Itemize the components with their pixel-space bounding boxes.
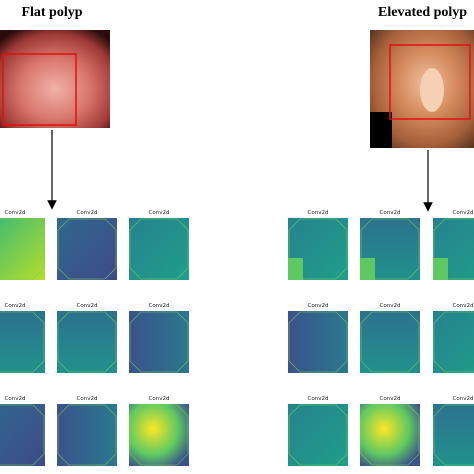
map-border xyxy=(360,311,420,373)
map-label: Conv2d xyxy=(308,303,329,309)
feature-map xyxy=(433,404,474,466)
map-border xyxy=(129,404,189,466)
map-label: Conv2d xyxy=(380,303,401,309)
map-label: Conv2d xyxy=(5,210,26,216)
feature-map xyxy=(129,218,189,280)
map-border xyxy=(129,218,189,280)
map-label: Conv2d xyxy=(453,303,474,309)
map-border xyxy=(0,311,45,373)
map-border xyxy=(433,311,474,373)
feature-map xyxy=(360,311,420,373)
map-corner xyxy=(433,258,448,280)
map-corner xyxy=(288,258,303,280)
map-border xyxy=(288,311,348,373)
map-label: Conv2d xyxy=(77,396,98,402)
feature-map xyxy=(129,311,189,373)
map-label: Conv2d xyxy=(5,396,26,402)
feature-map xyxy=(360,404,420,466)
map-border xyxy=(0,404,45,466)
map-border xyxy=(0,218,45,280)
map-border xyxy=(57,218,117,280)
map-label: Conv2d xyxy=(5,303,26,309)
map-border xyxy=(57,311,117,373)
panel-title: Flat polyp xyxy=(21,5,82,20)
map-border xyxy=(57,404,117,466)
map-corner xyxy=(360,258,375,280)
map-label: Conv2d xyxy=(149,210,170,216)
feature-map xyxy=(0,404,45,466)
feature-map xyxy=(288,404,348,466)
roi-box xyxy=(2,53,77,126)
polyp xyxy=(420,68,444,112)
feature-map xyxy=(57,218,117,280)
map-border xyxy=(288,218,348,280)
map-border xyxy=(433,404,474,466)
map-label: Conv2d xyxy=(77,210,98,216)
map-label: Conv2d xyxy=(149,396,170,402)
map-label: Conv2d xyxy=(308,396,329,402)
map-border xyxy=(288,404,348,466)
feature-map xyxy=(433,311,474,373)
map-label: Conv2d xyxy=(77,303,98,309)
image-corner xyxy=(370,112,392,148)
map-border xyxy=(360,404,420,466)
feature-map xyxy=(57,311,117,373)
feature-map xyxy=(288,311,348,373)
map-label: Conv2d xyxy=(149,303,170,309)
map-border xyxy=(129,311,189,373)
map-label: Conv2d xyxy=(308,210,329,216)
feature-map xyxy=(129,404,189,466)
map-label: Conv2d xyxy=(453,396,474,402)
endoscopy-image xyxy=(0,30,110,128)
feature-map xyxy=(0,311,45,373)
map-border xyxy=(433,218,474,280)
map-border xyxy=(360,218,420,280)
roi-box xyxy=(389,44,471,120)
feature-map xyxy=(57,404,117,466)
feature-map xyxy=(0,218,45,280)
map-label: Conv2d xyxy=(453,210,474,216)
panel-title: Elevated polyp xyxy=(378,5,467,20)
map-label: Conv2d xyxy=(380,210,401,216)
map-label: Conv2d xyxy=(380,396,401,402)
